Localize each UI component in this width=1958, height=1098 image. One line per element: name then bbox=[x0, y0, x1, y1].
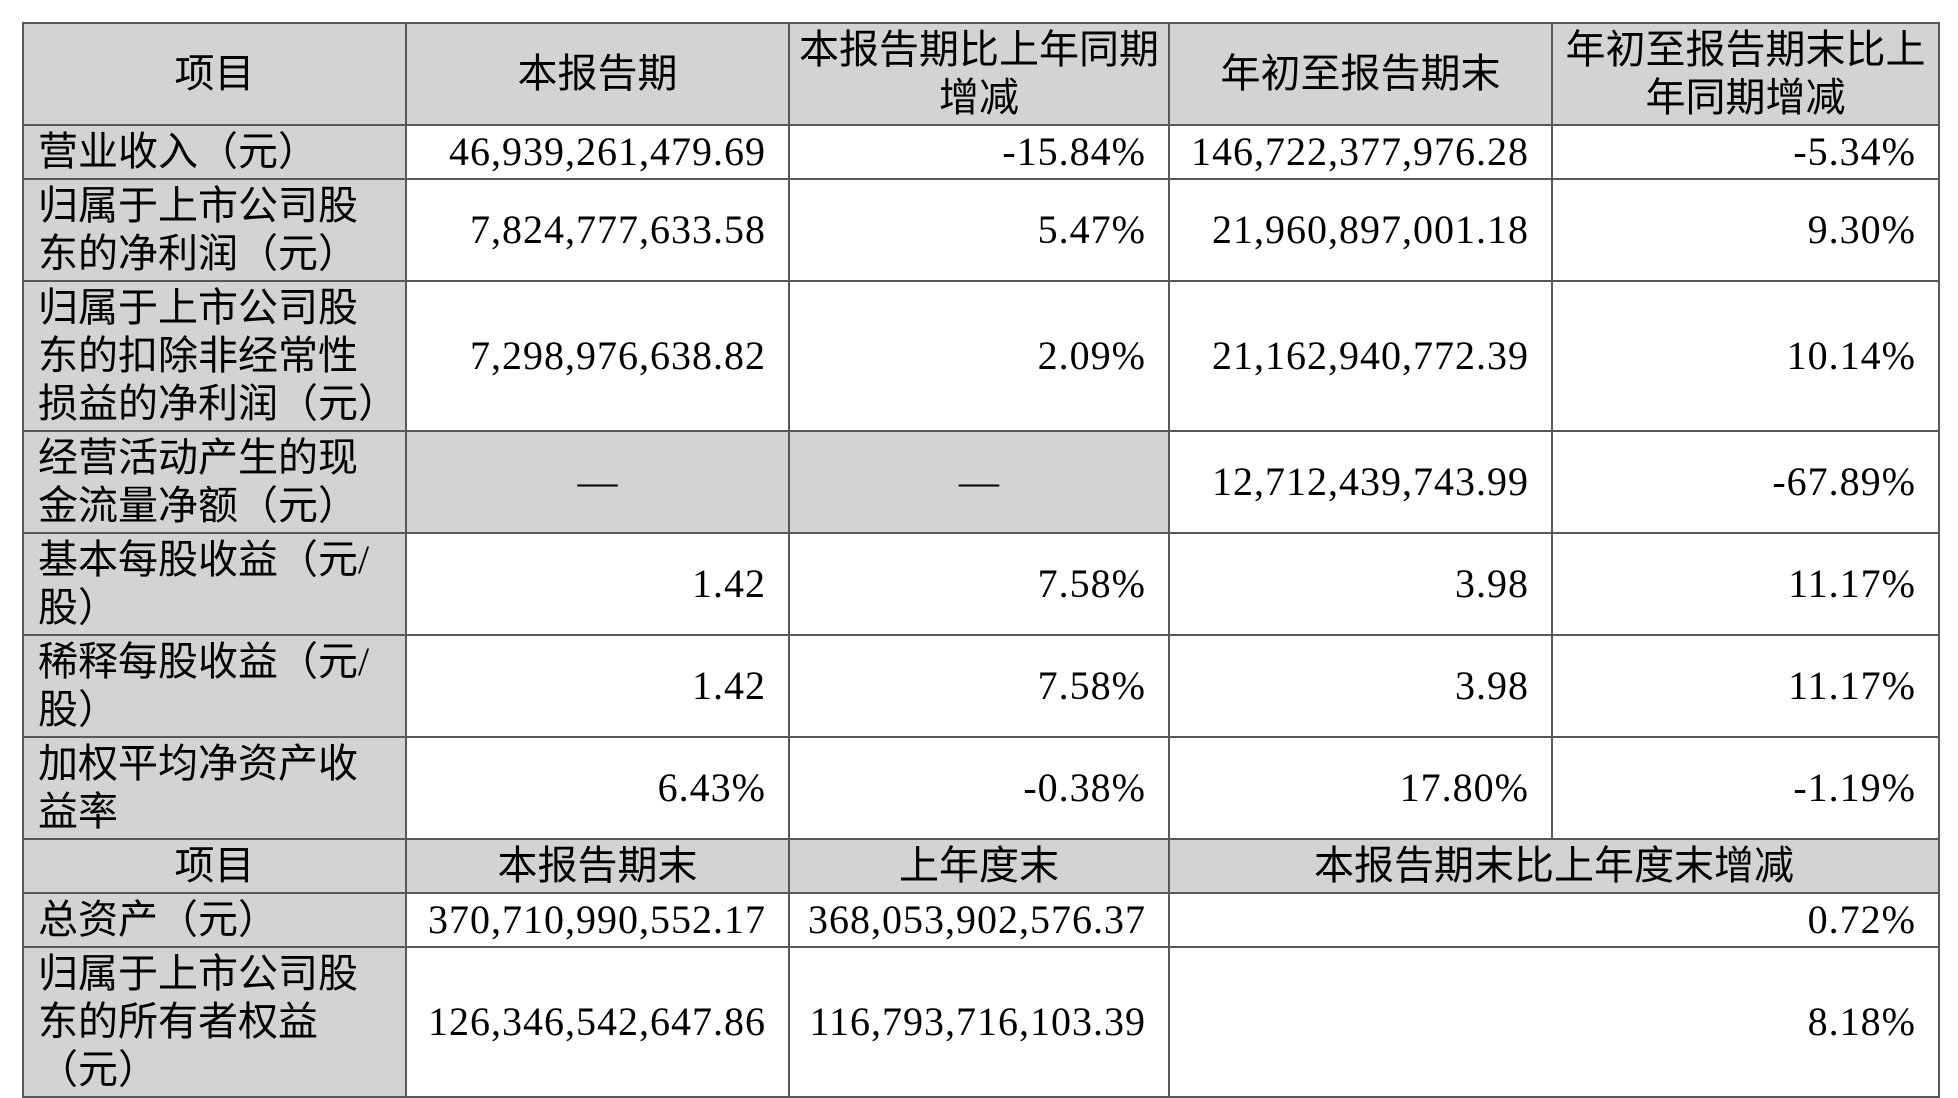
table-row: 基本每股收益（元/股） 1.42 7.58% 3.98 11.17% bbox=[22, 532, 1940, 636]
value-cell: 368,053,902,576.37 bbox=[788, 892, 1170, 948]
value-cell: -0.38% bbox=[788, 736, 1170, 840]
table-row: 归属于上市公司股东的所有者权益（元） 126,346,542,647.86 116,… bbox=[22, 946, 1940, 1098]
value-cell: 7,298,976,638.82 bbox=[405, 280, 790, 432]
value-cell: -1.19% bbox=[1551, 736, 1940, 840]
value-cell: 46,939,261,479.69 bbox=[405, 124, 790, 180]
header-row: 项目 本报告期 本报告期比上年同期增减 年初至报告期末 年初至报告期末比上年同期增减 bbox=[22, 22, 1940, 126]
value-cell: 11.17% bbox=[1551, 634, 1940, 738]
column-header: 年初至报告期末 bbox=[1168, 22, 1553, 126]
table-row: 经营活动产生的现金流量净额（元） — —12,712,439,743.99 -67.8… bbox=[22, 430, 1940, 534]
financial-summary-table: 项目 本报告期 本报告期比上年同期增减 年初至报告期末 年初至报告期末比上年同期增减 营业… bbox=[22, 22, 1940, 1098]
value-cell: 3.98 bbox=[1168, 634, 1553, 738]
value-cell: 6.43% bbox=[405, 736, 790, 840]
column-header: 本报告期比上年同期增减 bbox=[788, 22, 1170, 126]
value-cell: 0.72% bbox=[1168, 892, 1940, 948]
value-cell: 11.17% bbox=[1551, 532, 1940, 636]
value-cell: 8.18% bbox=[1168, 946, 1940, 1098]
column-header: 本报告期 bbox=[405, 22, 790, 126]
value-cell: -67.89% bbox=[1551, 430, 1940, 534]
value-cell: -15.84% bbox=[788, 124, 1170, 180]
value-cell: 7,824,777,633.58 bbox=[405, 178, 790, 282]
value-cell: 21,960,897,001.18 bbox=[1168, 178, 1553, 282]
value-cell: 2.09% bbox=[788, 280, 1170, 432]
item-label-cell: 归属于上市公司股东的扣除非经常性损益的净利润（元） bbox=[22, 280, 407, 432]
header-row: 项目 本报告期末 上年度末 本报告期末比上年度末增减 bbox=[22, 838, 1940, 894]
value-cell: 1.42 bbox=[405, 634, 790, 738]
report-table-container: 项目 本报告期 本报告期比上年同期增减 年初至报告期末 年初至报告期末比上年同期增减 营业… bbox=[22, 22, 1940, 1098]
value-cell: 1.42 bbox=[405, 532, 790, 636]
column-header: 项目 bbox=[22, 838, 407, 894]
item-label-cell: 总资产（元） bbox=[22, 892, 407, 948]
value-cell: 370,710,990,552.17 bbox=[405, 892, 790, 948]
value-cell: 17.80% bbox=[1168, 736, 1553, 840]
table-row: 归属于上市公司股东的扣除非经常性损益的净利润（元） 7,298,976,638.8… bbox=[22, 280, 1940, 432]
item-label-cell: 营业收入（元） bbox=[22, 124, 407, 180]
column-header: 本报告期末 bbox=[405, 838, 790, 894]
item-label-cell: 加权平均净资产收益率 bbox=[22, 736, 407, 840]
value-cell: -5.34% bbox=[1551, 124, 1940, 180]
value-cell: 5.47% bbox=[788, 178, 1170, 282]
table-row: 总资产（元） 370,710,990,552.17 368,053,902,576.… bbox=[22, 892, 1940, 948]
value-cell: 12,712,439,743.99 bbox=[1168, 430, 1553, 534]
value-cell: 7.58% bbox=[788, 634, 1170, 738]
item-label-cell: 归属于上市公司股东的所有者权益（元） bbox=[22, 946, 407, 1098]
value-cell: 7.58% bbox=[788, 532, 1170, 636]
column-header: 本报告期末比上年度末增减 bbox=[1168, 838, 1940, 894]
table-row: 营业收入（元） 46,939,261,479.69 -15.84% 146,722,3… bbox=[22, 124, 1940, 180]
value-cell: 9.30% bbox=[1551, 178, 1940, 282]
item-label-cell: 经营活动产生的现金流量净额（元） bbox=[22, 430, 407, 534]
value-cell: 21,162,940,772.39 bbox=[1168, 280, 1553, 432]
item-label-cell: 稀释每股收益（元/股） bbox=[22, 634, 407, 738]
table-row: 稀释每股收益（元/股） 1.42 7.58% 3.98 11.17% bbox=[22, 634, 1940, 738]
column-header: 项目 bbox=[22, 22, 407, 126]
column-header: 年初至报告期末比上年同期增减 bbox=[1551, 22, 1940, 126]
item-label-cell: 基本每股收益（元/股） bbox=[22, 532, 407, 636]
value-cell: 3.98 bbox=[1168, 532, 1553, 636]
value-cell: 116,793,716,103.39 bbox=[788, 946, 1170, 1098]
value-cell: 126,346,542,647.86 bbox=[405, 946, 790, 1098]
column-header: 上年度末 bbox=[788, 838, 1170, 894]
table-row: 加权平均净资产收益率 6.43% -0.38% 17.80% -1.19% bbox=[22, 736, 1940, 840]
table-row: 归属于上市公司股东的净利润（元） 7,824,777,633.58 5.47% 21,… bbox=[22, 178, 1940, 282]
item-label-cell: 归属于上市公司股东的净利润（元） bbox=[22, 178, 407, 282]
empty-dash-cell: — bbox=[405, 430, 790, 534]
value-cell: 10.14% bbox=[1551, 280, 1940, 432]
empty-dash-cell: — bbox=[788, 430, 1170, 534]
value-cell: 146,722,377,976.28 bbox=[1168, 124, 1553, 180]
